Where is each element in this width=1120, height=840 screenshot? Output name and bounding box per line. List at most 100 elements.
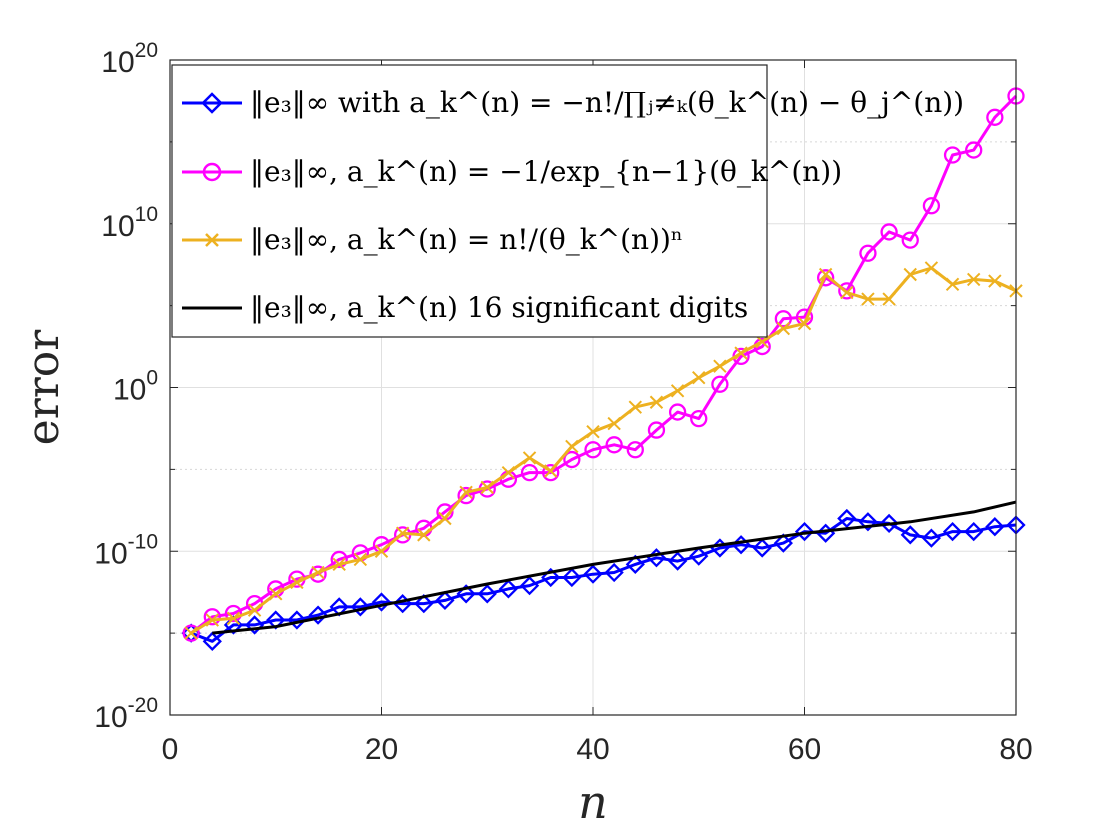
diamond-marker (244, 615, 265, 635)
diamond-marker (371, 592, 392, 612)
circle-marker (711, 375, 729, 393)
diamond-marker (604, 562, 624, 583)
circle-marker (922, 197, 941, 215)
diamond-marker (773, 533, 793, 553)
circle-marker (901, 231, 919, 249)
legend-circle-marker (202, 162, 222, 182)
diamond-marker (202, 631, 222, 651)
x-marker (840, 285, 854, 300)
x-marker (226, 611, 241, 626)
series-4 (212, 500, 1017, 635)
circle-marker (224, 604, 243, 623)
diamond-marker (414, 594, 434, 614)
diamond-marker (752, 538, 772, 558)
circle-marker (542, 463, 560, 482)
x-marker (861, 292, 875, 306)
series-line (190, 266, 1017, 635)
circle-marker (838, 282, 856, 300)
diamond-marker (879, 513, 899, 534)
diamond-marker (287, 610, 307, 630)
x-axis: 0 20 40 60 80 (162, 60, 1033, 766)
circle-marker (690, 409, 708, 428)
x-axis-label: n (578, 775, 608, 829)
x-marker (988, 274, 1002, 288)
legend-x-marker (205, 233, 219, 247)
diamond-marker (625, 554, 645, 574)
x-marker (797, 316, 812, 331)
x-marker (247, 603, 262, 617)
x-marker (670, 384, 685, 398)
y-tick-label: 1010 (101, 203, 158, 243)
x-marker (522, 451, 537, 465)
x-marker (945, 277, 960, 292)
series-line (190, 94, 1018, 635)
series-layer (181, 87, 1026, 651)
x-marker (628, 400, 643, 414)
x-marker (903, 267, 917, 282)
x-marker (543, 464, 558, 478)
legend-box (171, 64, 768, 338)
y-tick-label: 100 (113, 367, 158, 407)
circle-marker (943, 146, 962, 164)
circle-marker (668, 403, 687, 421)
diamond-marker (667, 551, 688, 571)
legend-label-1: ‖e₃‖∞ with a_k^(n) = −n!/∏ⱼ≠ₖ(θ_k^(n) − … (250, 86, 964, 119)
legend: ‖e₃‖∞ with a_k^(n) = −n!/∏ⱼ≠ₖ(θ_k^(n) − … (171, 64, 964, 338)
diamond-marker (985, 517, 1005, 537)
legend-entry-2: ‖e₃‖∞, a_k^(n) = −1/exp_{n−1}(θ_k^(n)) (182, 155, 842, 188)
x-tick-label: 40 (576, 733, 609, 766)
diamond-marker (477, 584, 497, 604)
series-2 (182, 87, 1025, 642)
y-tick-label: 10-20 (94, 694, 158, 734)
x-marker (438, 511, 452, 526)
circle-marker (309, 565, 327, 583)
diamond-marker (308, 605, 328, 625)
circle-marker (457, 486, 475, 505)
x-marker (332, 557, 346, 572)
diamond-marker (921, 528, 942, 548)
x-marker (501, 465, 516, 480)
x-marker (480, 480, 494, 495)
series-3 (184, 261, 1023, 640)
x-tick-label: 20 (365, 733, 398, 766)
diamond-marker (583, 564, 603, 584)
circle-marker (880, 223, 898, 241)
x-marker (818, 267, 833, 282)
x-marker (882, 292, 896, 306)
x-marker (776, 321, 791, 336)
diamond-marker (456, 584, 476, 604)
x-tick-label: 60 (788, 733, 821, 766)
legend-label-4: ‖e₃‖∞, a_k^(n) 16 significant digits (250, 291, 748, 324)
legend-label-2: ‖e₃‖∞, a_k^(n) = −1/exp_{n−1}(θ_k^(n)) (250, 155, 842, 188)
legend-entry-1: ‖e₃‖∞ with a_k^(n) = −n!/∏ⱼ≠ₖ(θ_k^(n) − … (182, 86, 964, 119)
x-tick-label: 0 (162, 733, 179, 766)
circle-marker (203, 608, 221, 626)
diamond-marker (858, 512, 878, 532)
circle-marker (563, 450, 581, 469)
circle-marker (774, 310, 792, 328)
diamond-marker (562, 567, 582, 588)
diamond-marker (350, 597, 370, 617)
x-marker (290, 575, 304, 590)
y-axis: 10-20 10-10 100 1010 1020 (94, 39, 1016, 734)
x-marker (966, 272, 981, 287)
legend-diamond-marker (201, 92, 223, 114)
x-marker (734, 346, 748, 360)
diamond-marker (964, 521, 984, 542)
circle-marker (605, 436, 623, 454)
series-line (212, 500, 1017, 635)
x-marker (459, 485, 473, 500)
x-marker (205, 613, 220, 627)
circle-marker (182, 624, 200, 642)
legend-entry-3: ‖e₃‖∞, a_k^(n) = n!/(θ_k^(n))ⁿ (182, 223, 683, 256)
legend-entry-4: ‖e₃‖∞, a_k^(n) 16 significant digits (182, 291, 748, 324)
diamond-marker (689, 546, 709, 566)
diamond-marker (837, 508, 857, 529)
circle-marker (859, 244, 877, 262)
diamond-marker (942, 521, 963, 542)
y-tick-label: 1020 (101, 39, 158, 79)
circle-marker (584, 441, 602, 459)
x-marker (586, 425, 600, 439)
diamond-marker (223, 615, 244, 635)
